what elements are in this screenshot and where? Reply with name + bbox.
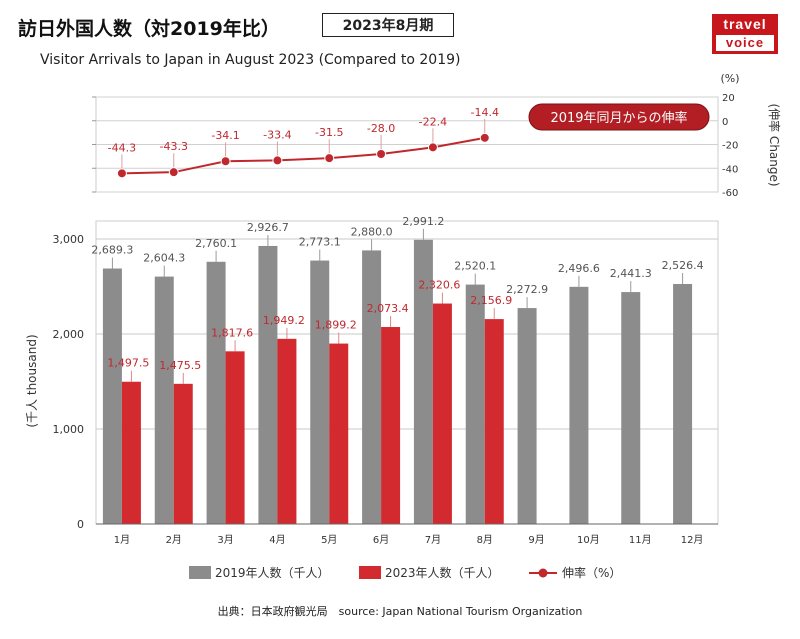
bar-2023 (484, 319, 504, 524)
bar-2019-label: 2,926.7 (247, 221, 289, 234)
bar-2019 (673, 283, 693, 524)
page-subtitle: Visitor Arrivals to Japan in August 2023… (40, 52, 461, 68)
annotation-text: 2019年同月からの伸率 (550, 110, 687, 126)
bar-2019 (154, 276, 174, 524)
change-point (324, 153, 335, 164)
bar-2019 (102, 268, 122, 524)
bar-2023-label: 1,475.5 (159, 359, 201, 372)
bar-2023-label: 1,497.5 (107, 357, 149, 370)
legend-2023-swatch (359, 566, 381, 579)
bar-y-tick-label: 2,000 (53, 328, 85, 341)
legend-2019-swatch (189, 566, 211, 579)
change-point (427, 142, 438, 153)
change-label: -33.4 (263, 128, 291, 141)
bar-2019 (413, 239, 433, 524)
bar-2019 (621, 292, 641, 524)
bar-2019-label: 2,441.3 (610, 267, 652, 280)
period-badge: 2023年8月期 (322, 13, 454, 37)
annotation-pill (528, 103, 710, 131)
change-label: -14.4 (471, 106, 499, 119)
bar-2019 (569, 286, 589, 524)
bar-2019-label: 2,604.3 (143, 252, 185, 265)
x-tick-label: 3月 (217, 534, 233, 546)
bar-2023 (173, 383, 193, 524)
line-y-tick-label: -20 (722, 141, 738, 152)
bar-2019-label: 2,526.4 (662, 259, 704, 272)
change-point (168, 167, 179, 178)
bar-2019 (362, 250, 382, 524)
bar-2019-label: 2,760.1 (195, 237, 237, 250)
line-y-tick-label: 0 (722, 117, 728, 128)
line-y-axis-label: (伸率 Change) (767, 103, 782, 186)
bar-2019-label: 2,689.3 (91, 244, 133, 257)
x-tick-label: 7月 (425, 534, 441, 546)
bar-2019-label: 2,773.1 (299, 236, 341, 249)
bar-2019-label: 2,520.1 (454, 260, 496, 273)
logo-line1: travel (723, 16, 767, 32)
x-tick-label: 5月 (321, 534, 337, 546)
x-tick-label: 12月 (681, 534, 704, 546)
bar-y-axis-label: (千人 thousand) (25, 334, 39, 427)
change-label: -44.3 (108, 141, 136, 154)
x-tick-label: 11月 (629, 534, 652, 546)
line-y-tick-label: -60 (722, 188, 738, 199)
bar-2023 (225, 351, 245, 524)
line-y-tick-label: 20 (722, 93, 735, 104)
bar-2023 (432, 303, 452, 524)
line-unit-label: (%) (720, 72, 739, 85)
bar-y-tick-label: 1,000 (53, 423, 85, 436)
page-title: 訪日外国人数（対2019年比） (18, 18, 280, 40)
bar-2023 (277, 338, 297, 524)
bar-2019-label: 2,272.9 (506, 283, 548, 296)
legend-change-label: 伸率（%） (562, 565, 621, 580)
legend-change-marker (538, 568, 548, 578)
change-label: -22.4 (419, 115, 447, 128)
source-note: 出典：日本政府観光局 source: Japan National Touris… (217, 605, 583, 618)
change-point (272, 155, 283, 166)
bar-y-tick-label: 3,000 (53, 233, 85, 246)
x-tick-label: 9月 (528, 534, 544, 546)
x-tick-label: 2月 (166, 534, 182, 546)
travelvoice-logo: travel voice (712, 14, 778, 54)
x-tick-label: 8月 (477, 534, 493, 546)
bar-2023-label: 2,320.6 (418, 279, 460, 292)
change-point (376, 149, 387, 159)
bar-2023-label: 1,817.6 (211, 326, 253, 339)
bar-2023-label: 2,156.9 (470, 294, 512, 307)
x-tick-label: 4月 (269, 534, 285, 546)
bar-plot-frame (95, 220, 719, 525)
bar-2019-label: 2,880.0 (351, 225, 393, 238)
line-y-tick-label: -40 (722, 164, 738, 175)
change-label: -43.3 (160, 140, 188, 153)
x-tick-label: 1月 (114, 534, 130, 546)
change-label: -31.5 (315, 126, 343, 139)
bar-2019 (465, 284, 485, 524)
x-tick-label: 6月 (373, 534, 389, 546)
bar-2023-label: 1,949.2 (263, 314, 305, 327)
change-label: -28.0 (367, 122, 395, 135)
legend-2023-label: 2023年人数（千人） (385, 565, 500, 580)
change-point (116, 168, 127, 179)
change-point (479, 132, 490, 143)
bar-2019 (310, 260, 330, 524)
logo-line2: voice (716, 35, 774, 51)
bar-2019 (258, 245, 278, 524)
bar-2019-label: 2,991.2 (402, 215, 444, 228)
bar-y-tick-label: 0 (77, 518, 84, 531)
bar-2023-label: 1,899.2 (315, 319, 357, 332)
x-tick-label: 10月 (577, 534, 600, 546)
bar-2019 (206, 261, 226, 524)
bar-2023 (381, 327, 401, 524)
bar-2023 (329, 343, 349, 524)
change-point (220, 156, 231, 167)
change-line (121, 136, 485, 175)
bar-2019-label: 2,496.6 (558, 262, 600, 275)
bar-2023-label: 2,073.4 (367, 302, 409, 315)
bar-2023 (121, 381, 141, 524)
legend-2019-label: 2019年人数（千人） (215, 565, 330, 580)
bar-2019 (517, 308, 537, 524)
change-label: -34.1 (211, 129, 239, 142)
